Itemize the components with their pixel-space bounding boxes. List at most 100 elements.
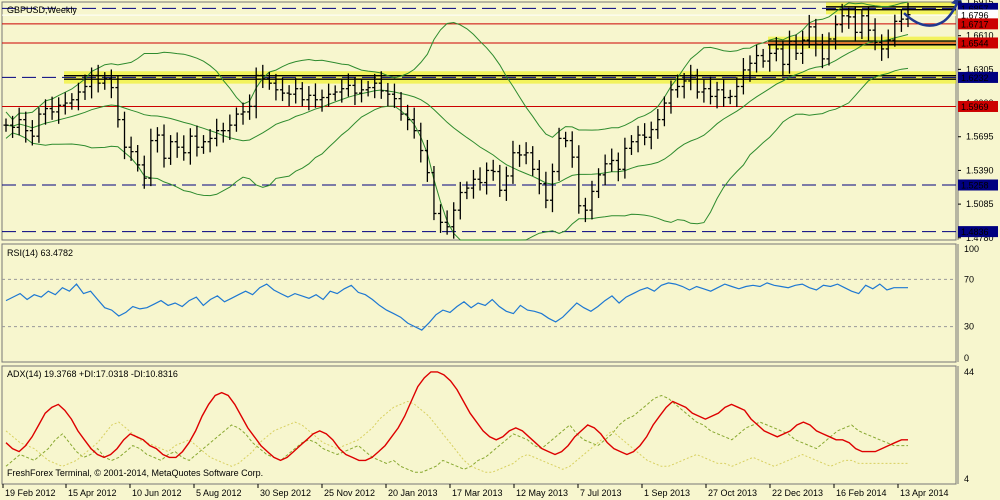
price-bar — [701, 79, 707, 103]
price-bar — [800, 30, 806, 64]
price-bar — [161, 124, 167, 168]
x-tick-label: 17 Mar 2013 — [452, 488, 503, 498]
price-bar — [859, 9, 865, 39]
price-bar — [286, 85, 292, 107]
price-bar — [806, 14, 812, 49]
price-bar — [207, 129, 213, 153]
price-bar — [852, 6, 858, 42]
price-bar — [694, 68, 700, 99]
price-bar — [247, 94, 253, 120]
price-bar — [56, 97, 62, 124]
projection-arrow-line — [903, 0, 960, 27]
price-bar — [464, 181, 470, 200]
price-bar — [727, 89, 733, 105]
price-bar — [589, 180, 595, 220]
x-tick-label: 12 May 2013 — [516, 488, 568, 498]
level-label-text: 1.5969 — [961, 102, 989, 112]
price-bar — [780, 40, 786, 77]
price-bar — [62, 92, 68, 115]
price-bar — [141, 155, 147, 189]
price-bar — [576, 145, 582, 214]
price-bar — [813, 18, 819, 57]
price-bar — [530, 146, 536, 176]
price-bar — [16, 107, 22, 136]
price-bar — [635, 125, 641, 153]
level-label-box — [958, 100, 998, 112]
price-bar — [411, 107, 417, 139]
price-bar — [484, 162, 490, 195]
level-label-box — [958, 226, 998, 238]
y-tick-label: 1.5695 — [966, 132, 994, 142]
price-bar — [490, 159, 496, 181]
y-tick-label: 1.4780 — [966, 233, 994, 243]
price-bar — [352, 77, 358, 106]
price-bar — [194, 125, 200, 157]
price-bar — [372, 73, 378, 99]
price-bar — [661, 96, 667, 127]
level-label-box — [958, 179, 998, 191]
price-bar — [345, 73, 351, 97]
level-label-text: 1.6717 — [961, 19, 989, 29]
price-bar — [879, 34, 885, 61]
x-tick-label: 7 Jul 2013 — [580, 488, 622, 498]
price-bar — [905, 2, 911, 28]
price-bar — [451, 202, 457, 239]
price-bar — [582, 197, 588, 223]
price-bar — [826, 32, 832, 66]
price-bar — [622, 137, 628, 179]
price-bar — [786, 30, 792, 74]
x-tick-label: 10 Jun 2012 — [132, 488, 182, 498]
price-bar — [220, 122, 226, 143]
price-bar — [885, 29, 891, 59]
price-bar — [253, 67, 259, 119]
price-bar — [405, 104, 411, 131]
price-bar — [122, 111, 128, 160]
price-bar — [29, 120, 35, 146]
level-label-text: 1.6544 — [961, 38, 989, 48]
price-bar — [82, 74, 88, 100]
price-bar — [523, 142, 529, 165]
x-tick-label: 22 Dec 2013 — [772, 488, 823, 498]
price-bar — [497, 164, 503, 197]
price-bar — [49, 96, 55, 120]
price-bar — [418, 122, 424, 163]
x-tick-label: 20 Jan 2013 — [388, 488, 438, 498]
price-bar — [312, 83, 318, 108]
price-bar — [214, 118, 220, 147]
price-bar — [628, 135, 634, 155]
bollinger-middle-line — [5, 34, 909, 185]
price-bar — [668, 80, 674, 114]
price-bar — [734, 77, 740, 108]
x-tick-label: 15 Apr 2012 — [68, 488, 117, 498]
price-bar — [3, 118, 9, 132]
price-bar — [846, 7, 852, 29]
level-label-box — [958, 18, 998, 30]
price-bar — [273, 73, 279, 101]
x-tick-label: 25 Nov 2012 — [324, 488, 375, 498]
y-tick-label: 1.6305 — [966, 64, 994, 74]
price-bar — [299, 82, 305, 107]
adx-tick-label: 44 — [964, 367, 974, 377]
y-tick-label: 1.6610 — [966, 31, 994, 41]
level-label-text: 1.6857 — [961, 4, 989, 14]
price-bar — [543, 171, 549, 209]
price-bar — [793, 34, 799, 60]
price-bar — [339, 79, 345, 103]
price-bar — [609, 148, 615, 172]
price-bar — [503, 166, 509, 201]
price-bar — [681, 73, 687, 99]
price-bar — [319, 89, 325, 112]
price-bar — [655, 109, 661, 139]
level-label-box — [958, 71, 998, 83]
bollinger-upper-line — [5, 1, 909, 138]
price-bar — [154, 127, 160, 153]
plus-di-line — [5, 394, 908, 473]
price-bar — [431, 166, 437, 221]
price-bar — [688, 64, 694, 91]
price-bar — [517, 144, 523, 167]
adx-line — [5, 371, 908, 462]
price-bar — [227, 114, 233, 140]
level-label-box — [958, 9, 998, 21]
price-bar — [615, 152, 621, 182]
